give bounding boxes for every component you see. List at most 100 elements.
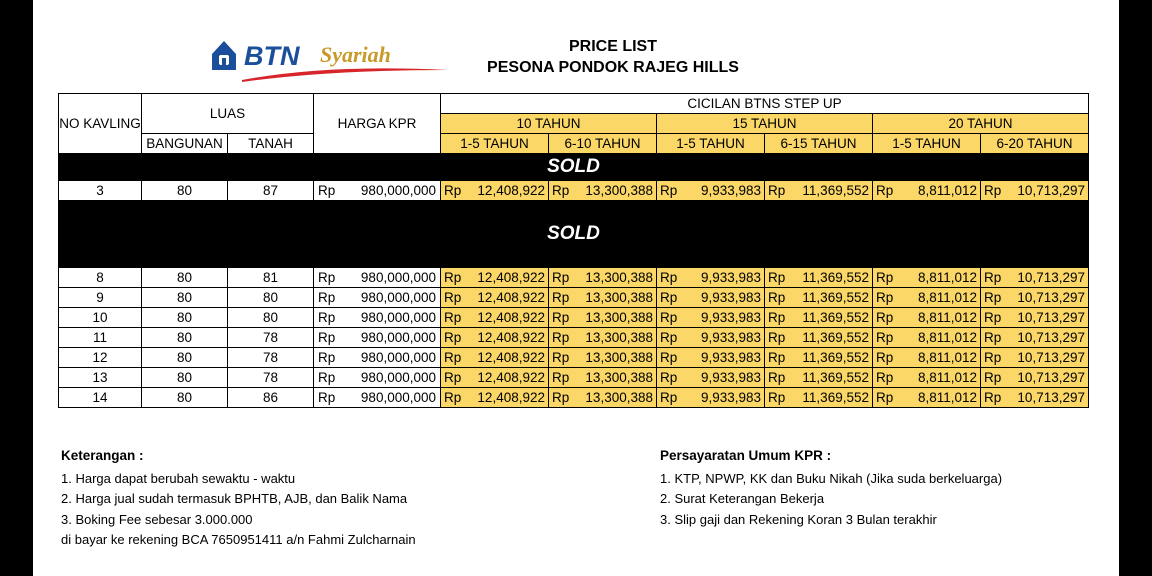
header-tanah: TANAH	[227, 133, 314, 154]
cell-tanah: 80	[227, 307, 314, 328]
cell-cicilan: Rp 11,369,552	[764, 307, 873, 328]
currency-label: Rp	[660, 389, 678, 405]
currency-label: Rp	[876, 349, 894, 365]
cell-cicilan: Rp 10,713,297	[980, 287, 1089, 308]
cicilan-amount: 13,300,388	[585, 182, 653, 198]
currency-label: Rp	[318, 309, 336, 325]
cell-no-kavling: 8	[58, 267, 142, 288]
currency-label: Rp	[552, 269, 570, 285]
logo-brand: BTN	[244, 41, 300, 71]
cell-bangunan: 80	[141, 367, 228, 388]
cell-cicilan: Rp 9,933,983	[656, 387, 765, 408]
header-sub-5: 1-5 TAHUN	[872, 133, 981, 154]
cicilan-amount: 9,933,983	[700, 182, 761, 198]
harga-amount: 980,000,000	[360, 182, 436, 198]
table-row: 8 80 81 Rp 980,000,000 Rp 12,408,922 Rp 13,300,3…	[58, 267, 1089, 288]
currency-label: Rp	[876, 309, 894, 325]
cell-cicilan: Rp 13,300,388	[548, 387, 657, 408]
persyaratan-item: 2. Surat Keterangan Bekerja	[660, 491, 825, 506]
currency-label: Rp	[552, 389, 570, 405]
keterangan-item: 1. Harga dapat berubah sewaktu - waktu	[61, 470, 296, 486]
persyaratan-section: Persayaratan Umum KPR : 1. KTP, NPWP, KK…	[660, 446, 1002, 530]
cicilan-amount: 12,408,922	[477, 269, 545, 285]
cell-cicilan: Rp 12,408,922	[440, 387, 549, 408]
header-15-tahun: 15 TAHUN	[656, 113, 873, 134]
cell-cicilan: Rp 8,811,012	[872, 367, 981, 388]
currency-label: Rp	[876, 369, 894, 385]
cell-cicilan: Rp 10,713,297	[980, 307, 1089, 328]
cicilan-amount: 12,408,922	[477, 329, 545, 345]
cicilan-amount: 10,713,297	[1017, 329, 1085, 345]
cell-bangunan: 80	[141, 180, 228, 201]
currency-label: Rp	[318, 182, 336, 198]
cell-harga-kpr: Rp 980,000,000	[313, 267, 441, 288]
header-10-tahun: 10 TAHUN	[440, 113, 657, 134]
cicilan-amount: 9,933,983	[700, 309, 761, 325]
cell-bangunan: 80	[141, 267, 228, 288]
cicilan-amount: 10,713,297	[1017, 269, 1085, 285]
cell-cicilan: Rp 12,408,922	[440, 267, 549, 288]
cell-tanah: 86	[227, 387, 314, 408]
currency-label: Rp	[660, 329, 678, 345]
cell-cicilan: Rp 12,408,922	[440, 347, 549, 368]
currency-label: Rp	[984, 349, 1002, 365]
header-20-tahun: 20 TAHUN	[872, 113, 1089, 134]
price-table: NO KAVLING LUAS HARGA KPR CICILAN BTNS S…	[58, 93, 1089, 408]
table-row: 12 80 78 Rp 980,000,000 Rp 12,408,922 Rp 13,300,…	[58, 347, 1089, 368]
cell-cicilan: Rp 12,408,922	[440, 180, 549, 201]
cell-cicilan: Rp 8,811,012	[872, 387, 981, 408]
currency-label: Rp	[318, 389, 336, 405]
cell-tanah: 78	[227, 367, 314, 388]
cell-cicilan: Rp 10,713,297	[980, 387, 1089, 408]
price-list-sheet: BTN Syariah PRICE LIST PESONA PONDOK RAJ…	[33, 0, 1119, 576]
cell-no-kavling: 10	[58, 307, 142, 328]
currency-label: Rp	[660, 369, 678, 385]
cell-cicilan: Rp 11,369,552	[764, 327, 873, 348]
cell-harga-kpr: Rp 980,000,000	[313, 180, 441, 201]
cell-bangunan: 80	[141, 347, 228, 368]
currency-label: Rp	[768, 269, 786, 285]
currency-label: Rp	[444, 289, 462, 305]
keterangan-item: 3. Boking Fee sebesar 3.000.000	[61, 511, 253, 527]
cicilan-amount: 9,933,983	[700, 389, 761, 405]
cicilan-amount: 13,300,388	[585, 269, 653, 285]
cell-cicilan: Rp 13,300,388	[548, 267, 657, 288]
header-sub-2: 6-10 TAHUN	[548, 133, 657, 154]
currency-label: Rp	[876, 182, 894, 198]
cicilan-amount: 11,369,552	[802, 349, 869, 365]
currency-label: Rp	[444, 182, 462, 198]
cicilan-amount: 9,933,983	[700, 269, 761, 285]
page-title: PRICE LIST PESONA PONDOK RAJEG HILLS	[413, 36, 813, 78]
cell-harga-kpr: Rp 980,000,000	[313, 307, 441, 328]
currency-label: Rp	[984, 269, 1002, 285]
currency-label: Rp	[552, 369, 570, 385]
header-luas: LUAS	[141, 93, 314, 134]
currency-label: Rp	[660, 349, 678, 365]
cell-harga-kpr: Rp 980,000,000	[313, 327, 441, 348]
cell-cicilan: Rp 11,369,552	[764, 367, 873, 388]
header-sub-1: 1-5 TAHUN	[440, 133, 549, 154]
cell-cicilan: Rp 8,811,012	[872, 327, 981, 348]
currency-label: Rp	[876, 389, 894, 405]
table-row: 3 80 87 Rp 980,000,000 Rp 12,408,922 Rp 13,300,3…	[58, 180, 1089, 201]
cell-tanah: 80	[227, 287, 314, 308]
cicilan-amount: 10,713,297	[1017, 349, 1085, 365]
currency-label: Rp	[768, 182, 786, 198]
cicilan-amount: 8,811,012	[917, 289, 977, 305]
cell-no-kavling: 13	[58, 367, 142, 388]
cell-cicilan: Rp 8,811,012	[872, 307, 981, 328]
currency-label: Rp	[768, 369, 786, 385]
cell-no-kavling: 14	[58, 387, 142, 408]
currency-label: Rp	[660, 309, 678, 325]
harga-amount: 980,000,000	[360, 389, 436, 405]
cell-cicilan: Rp 9,933,983	[656, 267, 765, 288]
cell-cicilan: Rp 11,369,552	[764, 287, 873, 308]
cicilan-amount: 10,713,297	[1017, 289, 1085, 305]
cicilan-amount: 8,811,012	[917, 182, 977, 198]
cell-cicilan: Rp 10,713,297	[980, 327, 1089, 348]
currency-label: Rp	[660, 289, 678, 305]
cicilan-amount: 11,369,552	[802, 289, 869, 305]
cicilan-amount: 8,811,012	[917, 329, 977, 345]
currency-label: Rp	[984, 389, 1002, 405]
cell-cicilan: Rp 11,369,552	[764, 387, 873, 408]
